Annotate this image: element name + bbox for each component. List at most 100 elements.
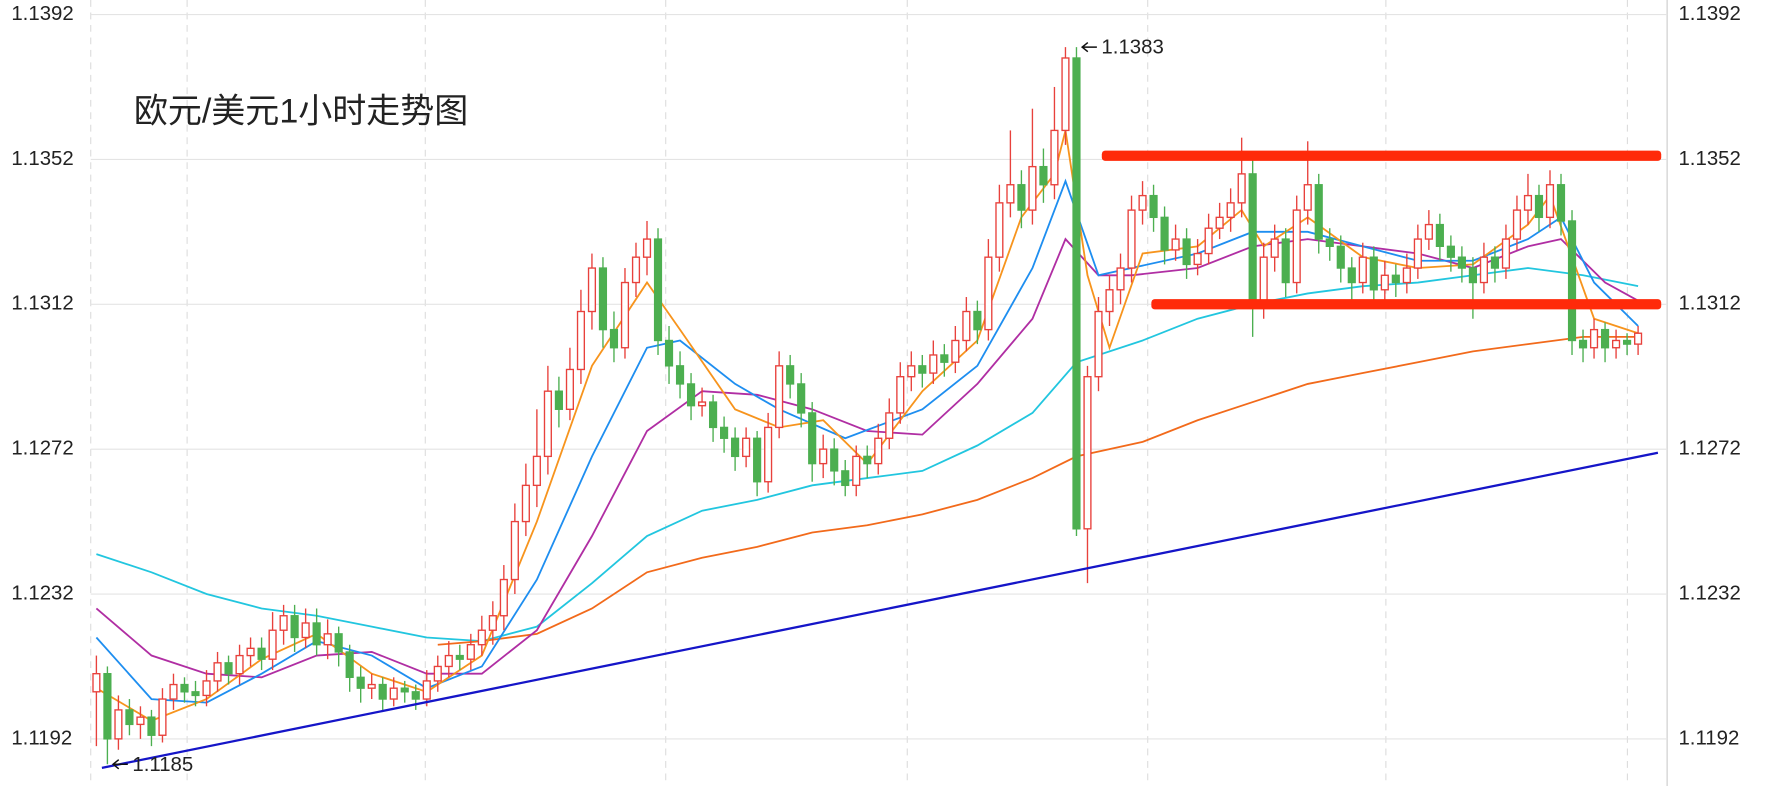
candle-body [312, 622, 321, 646]
candle-body [290, 615, 299, 639]
candle-body [984, 256, 993, 331]
candle-body [1259, 256, 1268, 305]
candle-body [345, 651, 354, 678]
candle-body [378, 683, 387, 700]
candle-body [1083, 376, 1092, 530]
candle-body [1292, 209, 1301, 284]
candle-body [1270, 238, 1279, 258]
level-band [1101, 150, 1662, 161]
candle-body [1248, 173, 1257, 305]
candle-body [554, 390, 563, 410]
candle-body [466, 644, 475, 660]
candle-body [1149, 194, 1158, 219]
candle-body [301, 622, 310, 639]
y-tick-label-right: 1.1232 [1678, 582, 1740, 604]
candle-body [422, 680, 431, 700]
y-tick-label-right: 1.1312 [1678, 293, 1740, 315]
candle-body [1160, 216, 1169, 251]
candle-body [1611, 339, 1621, 349]
candle-body [686, 383, 696, 407]
candle-body [521, 484, 530, 523]
candle-body [1413, 238, 1422, 269]
candle-body [356, 676, 365, 689]
candle-body [841, 470, 850, 487]
candle-body [224, 662, 233, 675]
candle-body [1490, 256, 1500, 269]
vertical-grid [90, 0, 1628, 786]
candle-body [92, 673, 101, 693]
candle-body [488, 615, 497, 631]
candle-body [598, 267, 608, 331]
candle-body [951, 339, 960, 363]
candle-body [213, 662, 222, 682]
candle-body [1358, 256, 1367, 284]
candle-body [653, 238, 663, 342]
candle-body [1171, 238, 1180, 251]
candle-body [1512, 209, 1522, 240]
candle-body [477, 629, 486, 646]
candle-body [169, 683, 178, 700]
candle-body [136, 716, 145, 726]
y-tick-label: 1.1392 [11, 3, 73, 25]
candle-body [1446, 245, 1455, 258]
y-tick-label-right: 1.1352 [1678, 148, 1740, 170]
candle-body [1226, 202, 1235, 219]
y-tick-label-right: 1.1192 [1678, 727, 1739, 749]
candle-body [1314, 184, 1323, 240]
candle-body [1424, 223, 1433, 240]
candle-body [246, 647, 255, 657]
candle-body [158, 698, 167, 736]
candle-body [1006, 184, 1015, 204]
annotation-label: 1.1185 [132, 754, 193, 776]
moving-average-line [437, 335, 1639, 646]
candle-body [191, 691, 200, 697]
candle-body [874, 437, 883, 465]
candle-body [455, 654, 464, 660]
candle-body [929, 354, 938, 374]
candle-body [1391, 274, 1400, 284]
candle-body [1215, 216, 1224, 229]
candle-body [830, 448, 839, 472]
candle-body [543, 390, 552, 458]
candle-body [1634, 332, 1643, 345]
candle-body [1556, 184, 1566, 222]
candle-body [863, 455, 872, 465]
candle-body [1193, 252, 1202, 266]
candle-body [642, 238, 652, 258]
candle-body [742, 437, 751, 458]
candle-body [664, 339, 674, 367]
candle-body [775, 365, 784, 429]
candle-body [1325, 238, 1334, 247]
candle-body [1600, 328, 1610, 349]
candle-body [1072, 57, 1081, 530]
candle-body [808, 412, 817, 465]
candle-body [1336, 245, 1345, 269]
candle-body [1028, 165, 1037, 211]
candle-body [609, 328, 619, 349]
candle-body [257, 647, 266, 660]
candle-body [235, 654, 244, 675]
candle-body [1138, 194, 1147, 211]
candle-body [720, 426, 729, 439]
candle-body [510, 520, 519, 581]
candle-body [620, 281, 630, 349]
y-tick-label-right: 1.1272 [1678, 438, 1740, 460]
candle-body [1468, 267, 1477, 284]
y-tick-label: 1.1192 [11, 727, 72, 749]
annotation-label: 1.1383 [1101, 37, 1163, 59]
candle-body [433, 665, 442, 682]
candle-body [1127, 209, 1136, 269]
candle-body [1347, 267, 1356, 284]
annotation-arrow [111, 759, 128, 770]
candle-body [1589, 328, 1599, 349]
candle-body [852, 455, 861, 487]
candle-body [1369, 256, 1378, 291]
y-tick-label: 1.1232 [11, 582, 73, 604]
candle-body [103, 673, 112, 740]
candle-body [885, 412, 894, 439]
candle-body [1457, 256, 1466, 269]
candle-body [819, 448, 828, 465]
y-tick-label-right: 1.1392 [1678, 3, 1740, 25]
candle-body [1039, 165, 1048, 186]
